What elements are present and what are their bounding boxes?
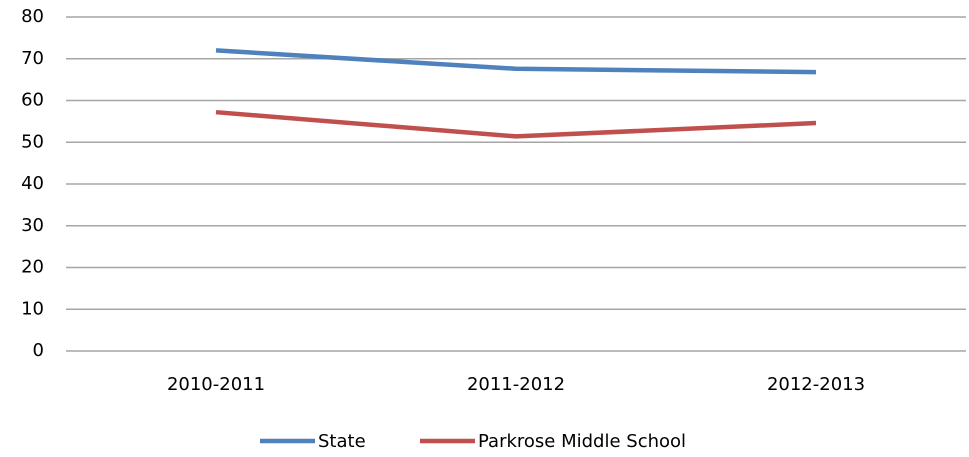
- legend-label: State: [318, 431, 366, 452]
- y-tick-label: 40: [21, 173, 44, 194]
- y-tick-label: 80: [21, 6, 44, 27]
- y-tick-label: 50: [21, 131, 44, 152]
- data-line: [215, 109, 817, 139]
- legend-label: Parkrose Middle School: [478, 431, 686, 452]
- y-tick-label: 30: [21, 215, 44, 236]
- data-line: [215, 48, 817, 75]
- y-tick-label: 10: [21, 298, 44, 319]
- y-tick-label: 60: [21, 90, 44, 111]
- y-tick-label: 70: [21, 48, 44, 69]
- y-tick-label: 0: [33, 340, 44, 361]
- x-tick-label: 2011-2012: [467, 374, 565, 395]
- x-tick-label: 2012-2013: [767, 374, 865, 395]
- y-tick-label: 20: [21, 257, 44, 278]
- x-tick-label: 2010-2011: [167, 374, 265, 395]
